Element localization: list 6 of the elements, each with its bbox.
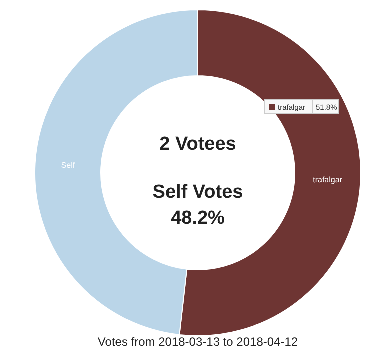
text: 48.2% bbox=[171, 208, 226, 229]
text: Votes from 2018-03-13 to 2018-04-12 bbox=[98, 335, 298, 349]
slice-label: trafalgar bbox=[313, 175, 343, 184]
text: Self Votes bbox=[152, 182, 244, 203]
slice-label: Self bbox=[61, 160, 76, 170]
text: 2 Votees bbox=[160, 134, 236, 155]
